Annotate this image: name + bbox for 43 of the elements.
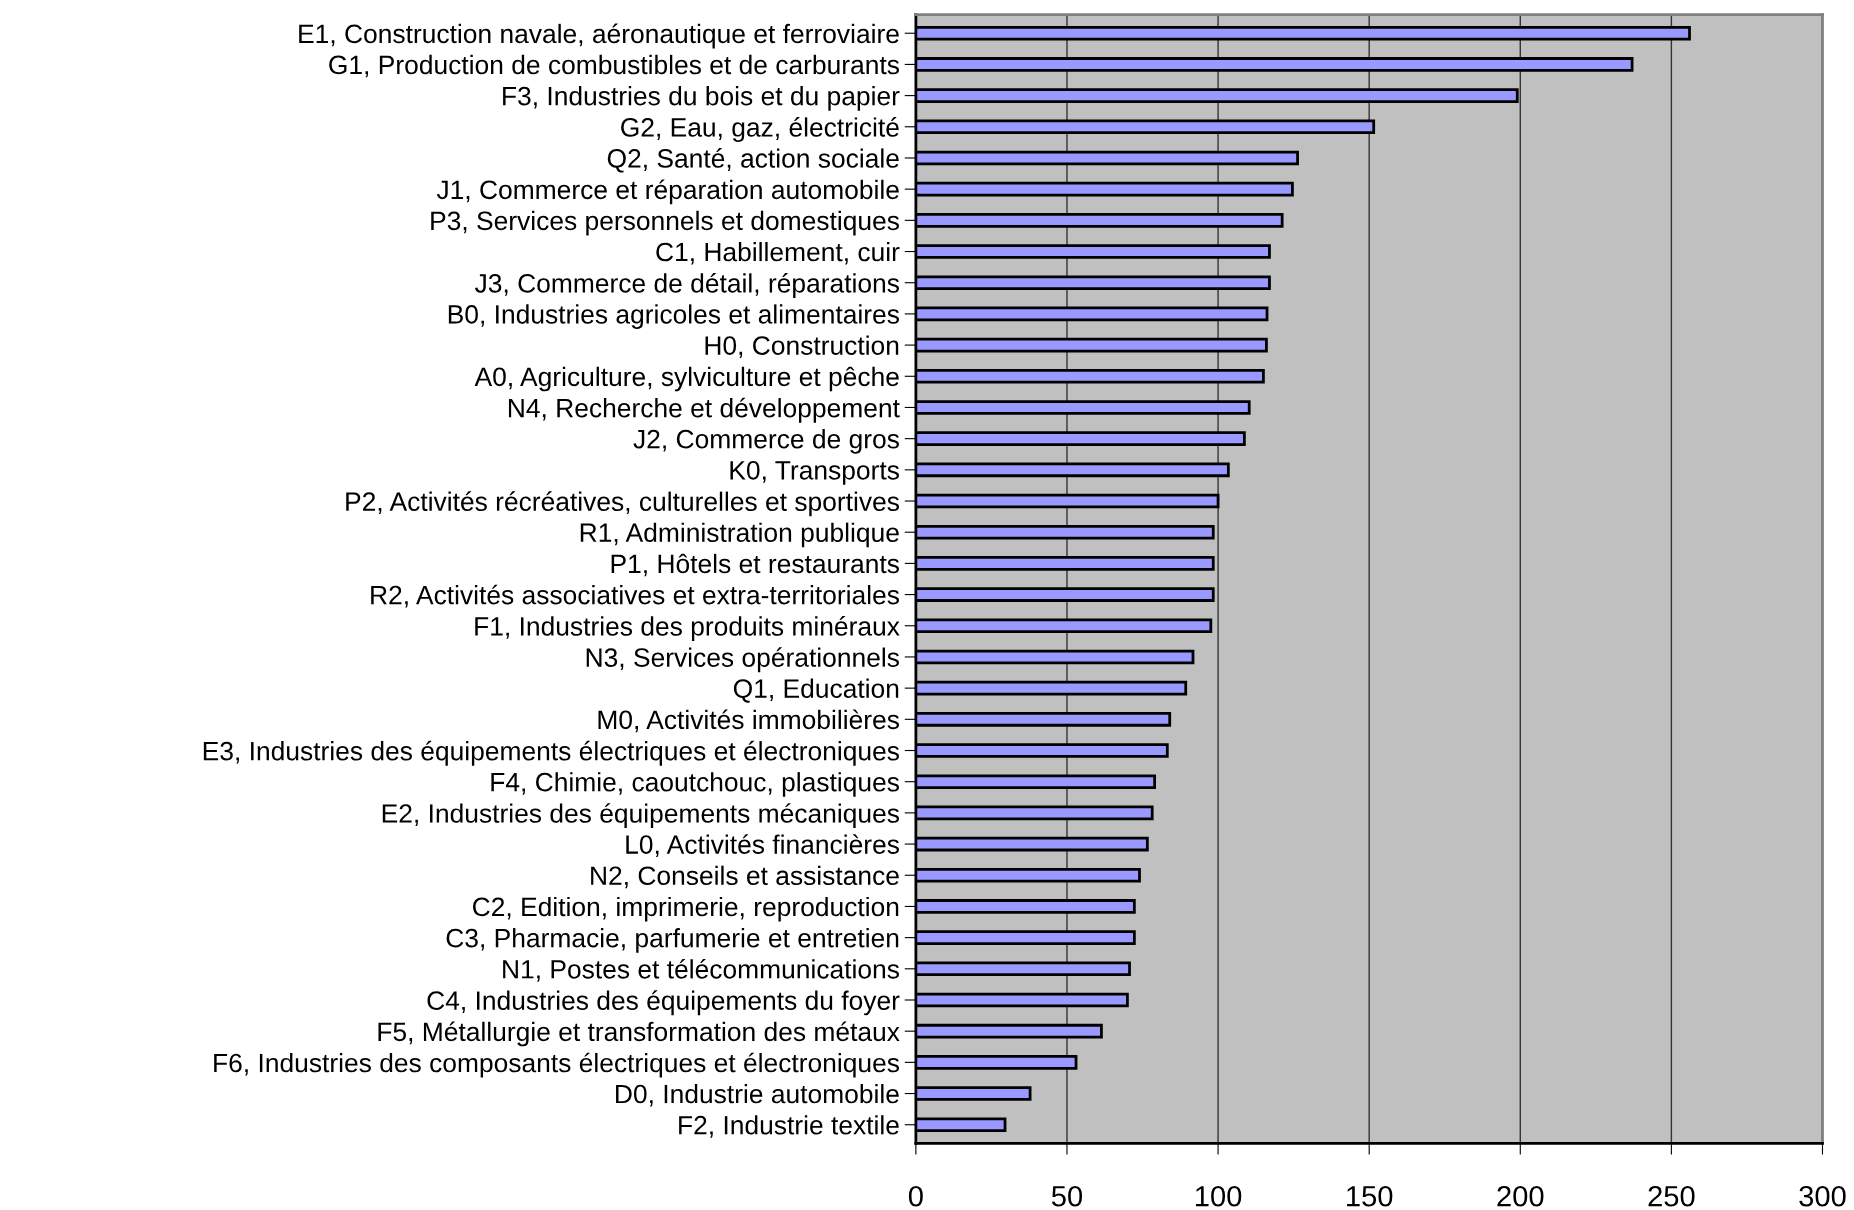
y-tick-label: R2, Activités associatives et extra-territoriales <box>371 584 899 608</box>
y-tick-label: P1, Hôtels et restaurants <box>611 553 899 577</box>
y-tick-label: N2, Conseils et assistance <box>591 865 899 889</box>
y-tick-label: J1, Commerce et réparation automobile <box>436 179 899 205</box>
y-tick-label: J2, Commerce de gros <box>633 429 899 454</box>
x-tick-label: 50 <box>1051 1185 1083 1207</box>
y-tick-label: N1, Postes et télécommunications <box>503 958 899 982</box>
x-tick-label: 0 <box>908 1185 923 1207</box>
y-tick-label: F2, Industrie textile <box>679 1115 899 1138</box>
y-tick-label: P2, Activités récréatives, culturelles et sportives <box>346 491 899 517</box>
y-tick-label: F1, Industries des produits minéraux <box>475 616 900 641</box>
y-tick-label: E3, Industries des équipements électriques et électroniques <box>203 740 899 766</box>
y-tick-label: N4, Recherche et développement <box>508 397 900 423</box>
y-tick-label: J3, Commerce de détail, réparations <box>474 273 899 298</box>
y-tick-label: P3, Services personnels et domestiques <box>431 210 899 236</box>
y-tick-label: B0, Industries agricoles et alimentaires <box>448 304 899 329</box>
y-tick-label: C4, Industries des équipements du foyer <box>427 990 900 1016</box>
y-tick-label: A0, Agriculture, sylviculture et pêche <box>474 366 899 392</box>
x-tick-label: 100 <box>1195 1185 1242 1207</box>
y-tick-label: R1, Administration publique <box>580 522 899 548</box>
y-tick-label: G1, Production de combustibles et de carburants <box>329 54 899 78</box>
y-tick-label: Q2, Santé, action sociale <box>607 148 899 173</box>
y-tick-label: L0, Activités financières <box>626 834 899 857</box>
y-tick-label: C3, Pharmacie, parfumerie et entretien <box>446 928 899 953</box>
x-tick-label: 250 <box>1648 1185 1695 1207</box>
y-tick-label: C1, Habillement, cuir <box>656 241 900 265</box>
x-tick-label: 300 <box>1799 1185 1846 1207</box>
x-tick-label: 150 <box>1347 1185 1393 1207</box>
y-tick-label: M0, Activités immobilières <box>598 709 899 733</box>
y-tick-label: D0, Industrie automobile <box>616 1083 899 1107</box>
y-tick-label: F4, Chimie, caoutchouc, plastiques <box>491 772 899 797</box>
y-tick-label: K0, Transports <box>730 460 899 485</box>
y-tick-label: G2, Eau, gaz, électricité <box>621 117 899 142</box>
y-tick-label: E2, Industries des équipements mécaniques <box>382 803 899 829</box>
y-tick-label: H0, Construction <box>705 335 899 359</box>
y-tick-label: F3, Industries du bois et du papier <box>503 86 900 111</box>
y-tick-label: C2, Edition, imprimerie, reproduction <box>473 896 899 922</box>
y-tick-label: Q1, Education <box>733 678 899 703</box>
x-tick-label: 200 <box>1497 1185 1544 1207</box>
y-tick-label: F6, Industries des composants électriques et électroniques <box>214 1052 899 1078</box>
y-tick-label: E1, Construction navale, aéronautique et ferroviaire <box>299 23 899 49</box>
y-tick-label: F5, Métallurgie et transformation des métaux <box>378 1021 900 1047</box>
y-tick-label: N3, Services opérationnels <box>586 647 899 673</box>
